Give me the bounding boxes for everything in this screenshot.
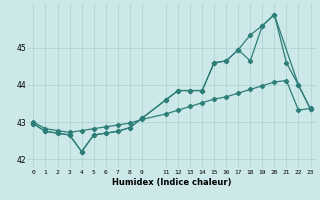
X-axis label: Humidex (Indice chaleur): Humidex (Indice chaleur) [112, 178, 232, 187]
